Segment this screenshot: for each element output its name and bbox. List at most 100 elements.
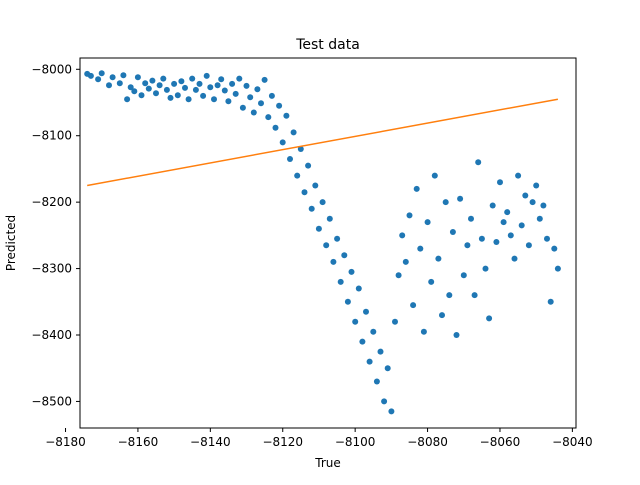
y-tick-label: −8200 (31, 195, 72, 209)
data-point (478, 235, 485, 242)
data-point (352, 318, 359, 325)
data-point (326, 215, 333, 222)
data-point (471, 292, 478, 299)
data-point (301, 189, 308, 196)
data-point (497, 179, 503, 186)
data-point (214, 82, 221, 89)
data-point (417, 245, 424, 252)
data-point (207, 84, 214, 91)
y-axis-label: Predicted (4, 215, 18, 271)
data-point (344, 298, 351, 305)
x-tick-label: −8080 (407, 435, 448, 449)
data-point (428, 278, 435, 285)
data-point (504, 209, 511, 216)
data-point (457, 195, 464, 202)
data-point (250, 109, 257, 116)
data-point (232, 90, 239, 97)
data-point (120, 72, 127, 79)
data-point (160, 75, 167, 82)
data-point (131, 88, 138, 95)
data-point (468, 215, 474, 222)
y-tick-label: −8400 (31, 328, 72, 342)
data-point (460, 272, 467, 279)
data-point (547, 298, 554, 305)
data-point (276, 102, 283, 109)
data-point (124, 96, 131, 103)
data-point (308, 205, 315, 212)
data-point (116, 80, 123, 87)
data-point (171, 80, 178, 87)
data-point (323, 242, 330, 249)
x-tick-label: −8180 (45, 435, 86, 449)
data-point (511, 255, 518, 262)
data-point (185, 96, 192, 103)
data-point (297, 146, 304, 152)
data-point (225, 98, 232, 105)
chart-title: Test data (295, 37, 360, 53)
data-point (522, 192, 529, 199)
fit-line (87, 98, 559, 187)
data-point (156, 82, 163, 89)
data-point (149, 77, 156, 84)
data-point (500, 219, 507, 226)
x-axis-ticks: −8180 −8160 −8140 −8120 −8100 −8080 −8060 −8040 (45, 428, 593, 449)
data-point (265, 114, 272, 121)
data-point (239, 104, 246, 111)
data-point (243, 82, 250, 89)
data-point (366, 358, 373, 365)
x-tick-label: −8160 (118, 435, 159, 449)
data-point (525, 242, 532, 249)
data-point (279, 139, 286, 146)
y-tick-label: −8500 (31, 394, 72, 408)
data-point (544, 235, 550, 242)
x-tick-label: −8140 (190, 435, 231, 449)
data-point (435, 255, 442, 262)
data-point (247, 94, 254, 101)
y-tick-label: −8300 (31, 262, 72, 276)
data-point (287, 156, 293, 162)
data-point (413, 185, 420, 192)
y-axis-ticks: −8000 −8100 −8200 −8300 −8400 −8500 (31, 62, 80, 408)
data-point (551, 245, 558, 252)
data-point (192, 86, 199, 93)
data-point (182, 84, 188, 91)
data-point (381, 398, 388, 405)
data-point (424, 219, 431, 226)
data-point (109, 74, 116, 81)
data-point (305, 162, 312, 169)
data-point (402, 258, 409, 265)
trend-line-layer (87, 98, 559, 187)
data-point (268, 92, 275, 99)
data-point (395, 272, 402, 279)
data-point (138, 92, 145, 99)
data-point (533, 182, 540, 189)
data-point (536, 215, 543, 222)
data-point (315, 225, 322, 232)
data-point (258, 100, 264, 107)
data-point (341, 252, 348, 259)
data-point (518, 222, 525, 229)
data-point (410, 302, 417, 309)
data-point (189, 75, 196, 82)
data-point (486, 315, 493, 322)
x-tick-label: −8120 (262, 435, 303, 449)
x-axis-label: True (314, 456, 341, 470)
data-point (87, 72, 94, 79)
data-point (439, 312, 445, 319)
data-point (211, 96, 217, 103)
data-point (145, 85, 152, 92)
data-point (420, 328, 427, 335)
data-point (392, 318, 398, 325)
data-point (174, 92, 181, 99)
data-point (196, 80, 203, 87)
data-point (337, 278, 344, 285)
data-point (431, 172, 438, 179)
data-point (406, 212, 413, 219)
data-point (370, 328, 377, 335)
data-point (540, 202, 547, 209)
data-point (203, 72, 210, 79)
y-tick-label: −8000 (31, 62, 72, 76)
